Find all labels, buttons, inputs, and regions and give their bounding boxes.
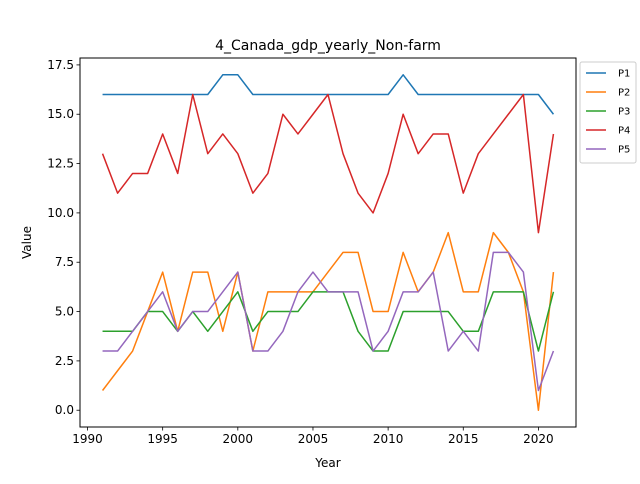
y-tick-label: 5.0 xyxy=(55,305,74,319)
series-line-p5 xyxy=(102,251,555,392)
x-tick-label: 2005 xyxy=(298,432,329,446)
y-tick-label: 15.0 xyxy=(47,107,74,121)
legend-label-p3: P3 xyxy=(618,107,630,118)
y-axis-label: Value xyxy=(20,226,34,259)
y-tick-label: 10.0 xyxy=(47,206,74,220)
x-tick-label: 2020 xyxy=(523,432,554,446)
y-tick-label: 0.0 xyxy=(55,403,74,417)
x-tick-label: 1990 xyxy=(72,432,103,446)
y-axis: 0.0 2.5 5.0 7.5 10.0 12.5 15.0 17.5 xyxy=(47,58,80,417)
x-tick-label: 2010 xyxy=(373,432,404,446)
x-tick-label: 2000 xyxy=(223,432,254,446)
legend-label-p2: P2 xyxy=(618,88,630,99)
legend-label-p1: P1 xyxy=(618,69,630,80)
y-tick-label: 12.5 xyxy=(47,157,74,171)
x-axis: 1990 1995 2000 2005 2010 2015 2020 xyxy=(72,427,554,446)
legend: P1 P2 P3 P4 P5 xyxy=(579,61,637,164)
x-axis-label: Year xyxy=(314,456,340,470)
series-line-p4 xyxy=(101,93,555,234)
legend-label-p4: P4 xyxy=(618,126,630,137)
y-tick-label: 2.5 xyxy=(55,354,74,368)
plot-lines xyxy=(101,74,555,411)
y-tick-label: 17.5 xyxy=(47,58,74,72)
legend-label-p5: P5 xyxy=(618,145,630,156)
x-tick-label: 1995 xyxy=(147,432,178,446)
x-tick-label: 2015 xyxy=(448,432,479,446)
legend-box xyxy=(579,61,637,164)
plot-frame xyxy=(79,57,577,428)
y-tick-label: 7.5 xyxy=(55,255,74,269)
chart-title: 4_Canada_gdp_yearly_Non-farm xyxy=(215,38,441,54)
